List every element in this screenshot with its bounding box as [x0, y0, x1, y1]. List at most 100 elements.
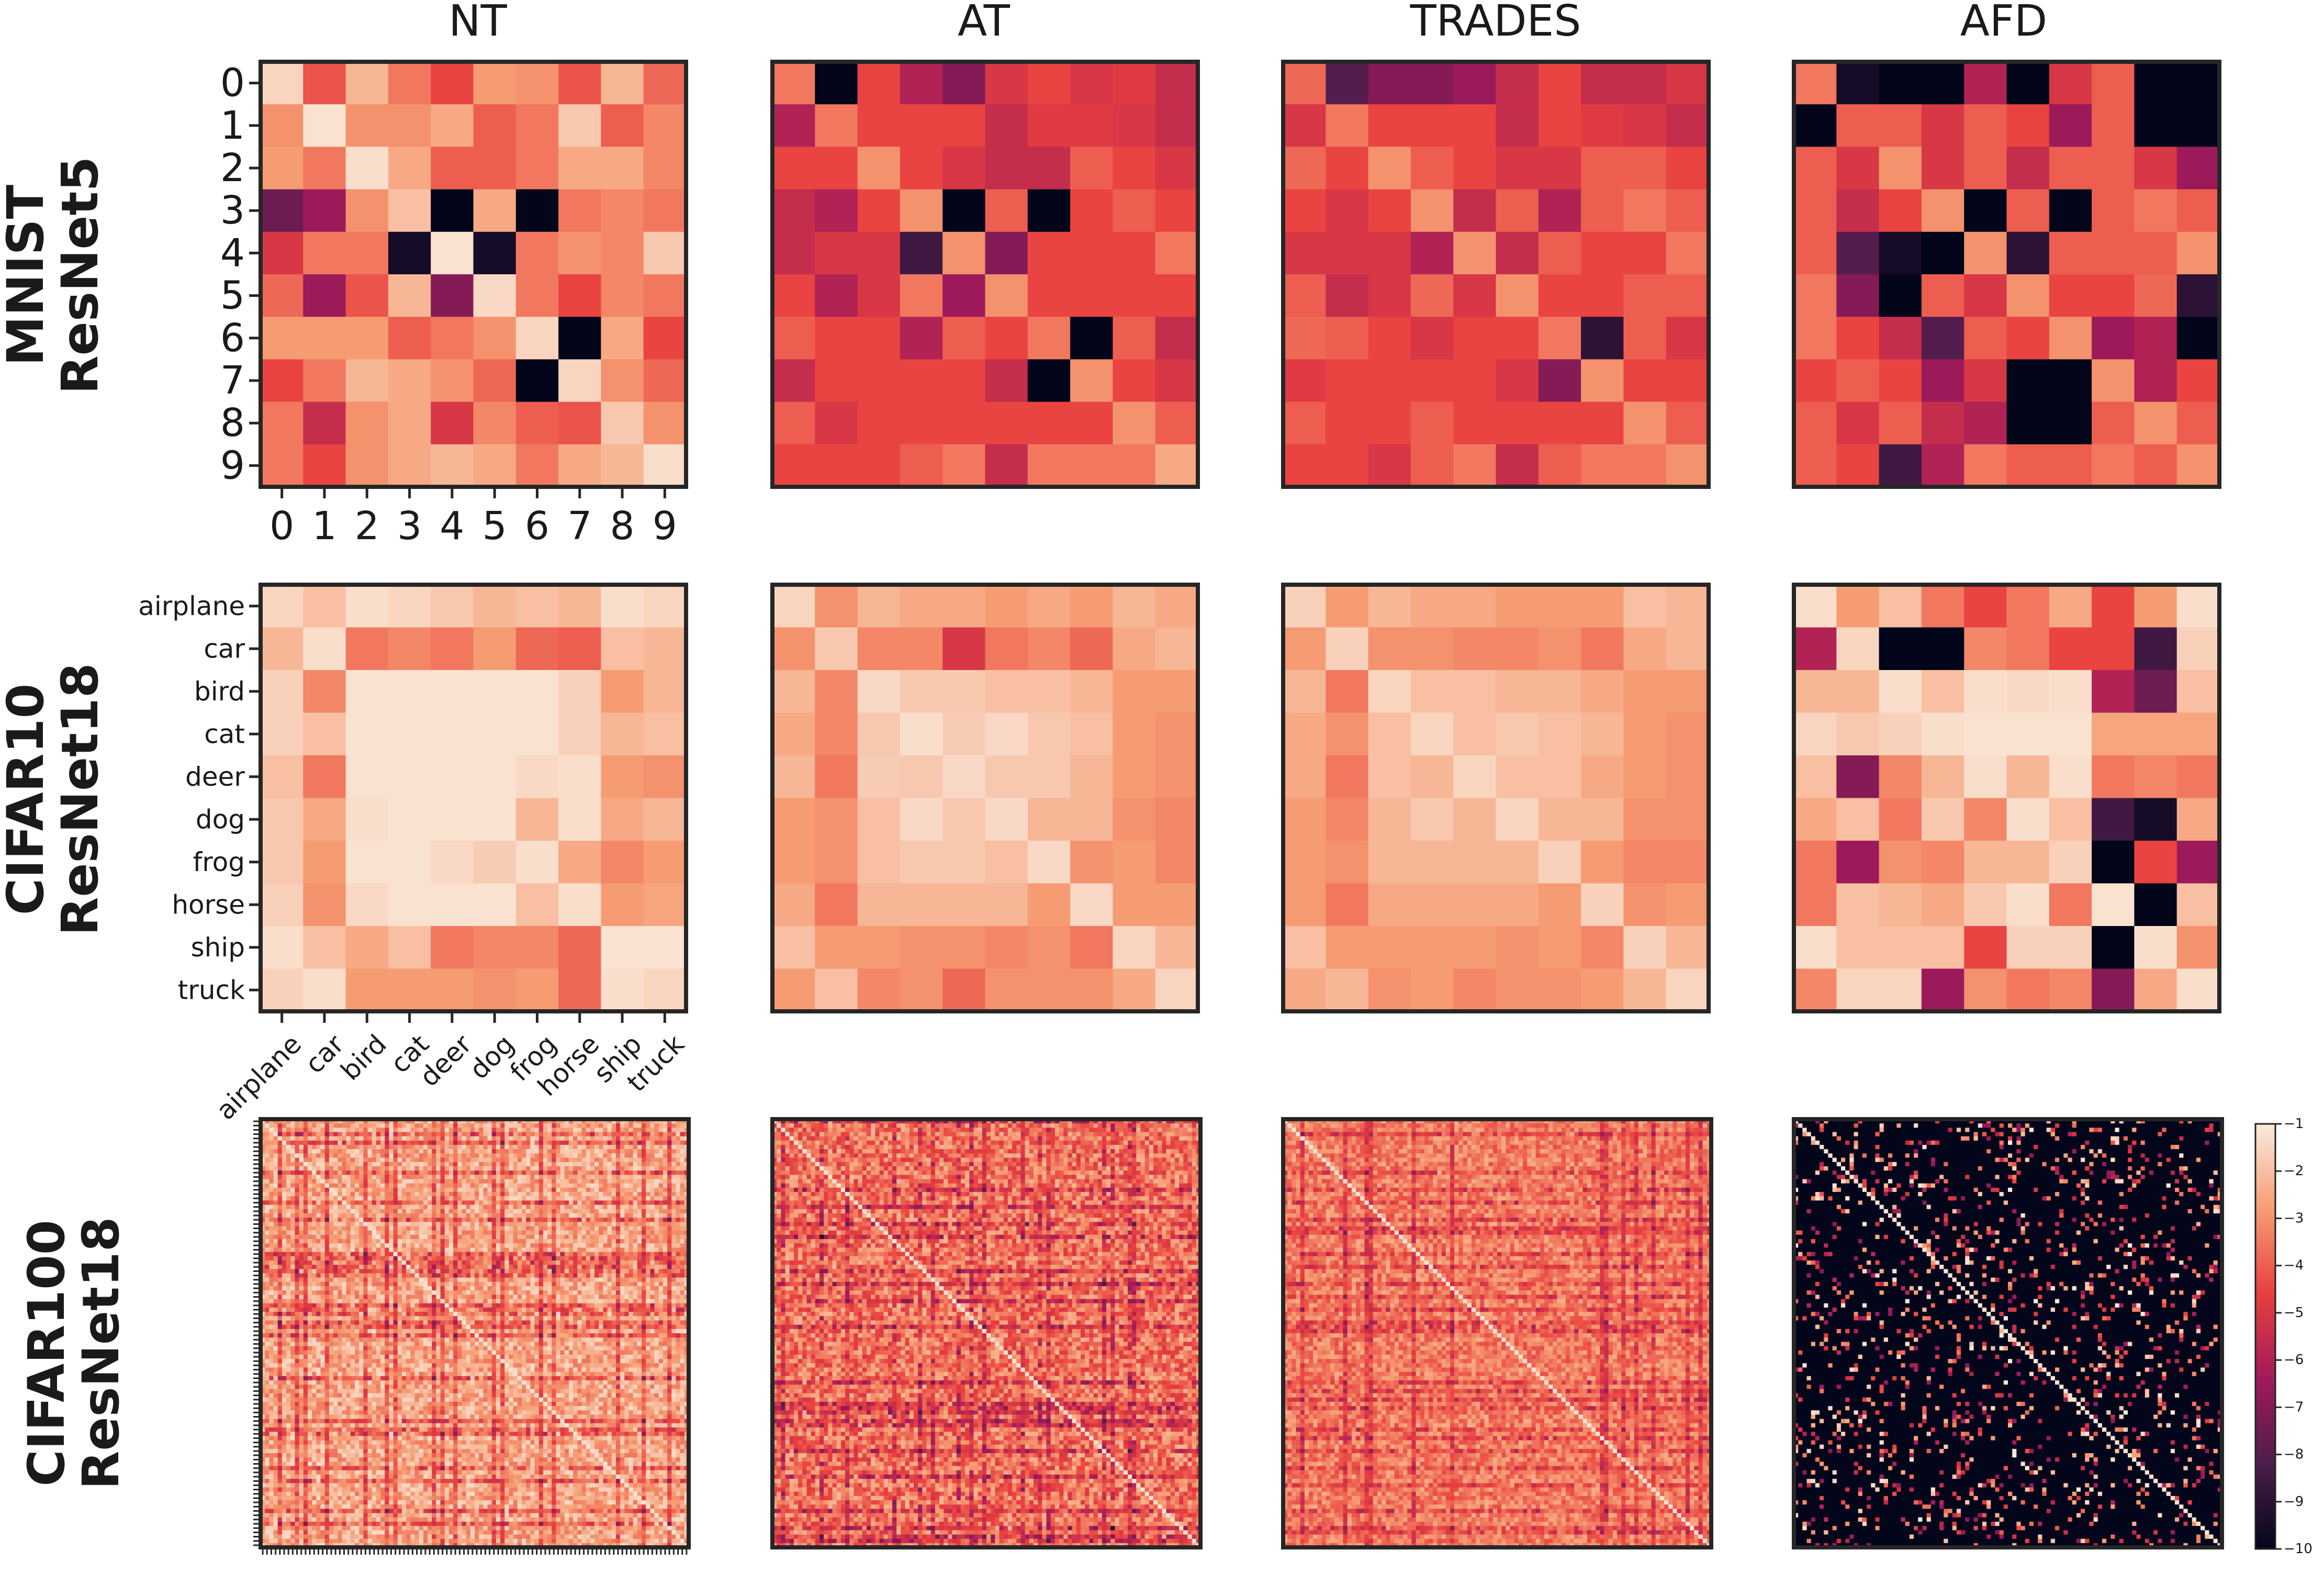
heatmap-cell	[423, 1222, 428, 1226]
heatmap-cell	[316, 1162, 321, 1167]
heatmap-cell	[650, 1141, 655, 1145]
heatmap-cell	[1922, 104, 1964, 147]
heatmap-cell	[282, 1222, 287, 1226]
heatmap-cell	[569, 1141, 574, 1145]
heatmap-cell	[389, 1179, 394, 1184]
heatmap-cell	[608, 1145, 612, 1150]
heatmap-cell	[359, 1188, 364, 1192]
heatmap-cell	[942, 969, 985, 1012]
heatmap-cell	[620, 1200, 625, 1205]
heatmap-cell	[535, 1136, 540, 1141]
heatmap-cell	[1794, 713, 1837, 756]
heatmap-cell	[655, 1158, 659, 1163]
heatmap-cell	[346, 147, 389, 189]
heatmap-cell	[900, 670, 943, 713]
heatmap-cell	[372, 1179, 377, 1184]
heatmap-cell	[594, 1175, 599, 1179]
heatmap-cell	[556, 1145, 560, 1150]
heatmap-cell	[286, 1231, 291, 1235]
col-title-at: AT	[958, 0, 1011, 46]
heatmap-cell	[601, 670, 644, 713]
heatmap-cell	[492, 1200, 497, 1205]
heatmap-cell	[346, 670, 389, 713]
heatmap-cell	[278, 1196, 283, 1201]
heatmap-cell	[406, 1145, 411, 1150]
heatmap-cell	[372, 1213, 377, 1218]
heatmap-cell	[453, 1209, 458, 1214]
heatmap-cell	[620, 1149, 625, 1154]
heatmap-cell	[261, 670, 304, 713]
heatmap-cell	[346, 1184, 351, 1188]
heatmap-cell	[265, 1136, 270, 1141]
heatmap-cell	[2049, 841, 2092, 884]
heatmap-cell	[577, 1200, 582, 1205]
heatmap-cell	[2177, 585, 2220, 628]
heatmap-cell	[616, 1188, 621, 1192]
heatmap-cell	[466, 1200, 471, 1205]
heatmap-cell	[470, 1192, 475, 1197]
heatmap-cell	[522, 1196, 526, 1201]
heatmap-cell	[628, 1231, 633, 1235]
heatmap-cell	[496, 1132, 501, 1137]
heatmap-cell	[380, 1226, 385, 1231]
heatmap-cell	[676, 1209, 680, 1214]
heatmap-cell	[428, 1123, 432, 1128]
heatmap-cell	[522, 1162, 526, 1167]
heatmap-cell	[303, 104, 346, 147]
heatmap-cell	[1070, 755, 1113, 798]
heatmap-cell	[2134, 402, 2177, 445]
heatmap-cell	[295, 1235, 299, 1240]
heatmap-cell	[474, 104, 517, 147]
heatmap-cell	[586, 1162, 591, 1167]
heatmap-cell	[1326, 585, 1368, 628]
heatmap-cell	[380, 1170, 385, 1175]
heatmap-cell	[1326, 713, 1368, 756]
heatmap-cell	[419, 1128, 424, 1132]
heatmap-cell	[633, 1145, 638, 1150]
heatmap-cell	[368, 1179, 373, 1184]
heatmap-cell	[431, 884, 474, 927]
heatmap-cell	[599, 1196, 603, 1201]
heatmap-cell	[565, 1196, 569, 1201]
heatmap-cell	[642, 1200, 646, 1205]
heatmap-cell	[513, 1166, 518, 1171]
heatmap-cell	[637, 1149, 642, 1154]
heatmap-cell	[504, 1141, 509, 1145]
heatmap-cell	[942, 841, 985, 884]
heatmap-cell	[290, 1226, 295, 1231]
heatmap-cell	[624, 1175, 629, 1179]
heatmap-cell	[1836, 713, 1879, 756]
heatmap-cell	[1666, 232, 1709, 275]
heatmap-cell	[282, 1153, 287, 1158]
heatmap-cell	[577, 1149, 582, 1154]
heatmap-cell	[518, 1145, 522, 1150]
heatmap-cell	[333, 1158, 338, 1163]
heatmap-cell	[2007, 444, 2050, 487]
heatmap-cell	[513, 1205, 518, 1210]
heatmap-cell	[351, 1231, 355, 1235]
heatmap-cell	[1368, 359, 1411, 402]
heatmap-cell	[1283, 444, 1326, 487]
heatmap-cell	[312, 1128, 317, 1132]
heatmap-cell	[406, 1149, 411, 1154]
heatmap-cell	[355, 1200, 360, 1205]
heatmap-cell	[642, 1188, 646, 1192]
heatmap-cell	[1155, 147, 1198, 189]
heatmap-cell	[304, 1158, 308, 1163]
heatmap-cell	[2134, 628, 2177, 671]
heatmap-cell	[601, 585, 644, 628]
heatmap-cell	[286, 1213, 291, 1218]
heatmap-cell	[441, 1141, 445, 1145]
heatmap-cell	[650, 1153, 655, 1158]
heatmap-cell	[547, 1162, 552, 1167]
heatmap-cell	[1623, 104, 1666, 147]
heatmap-cell	[680, 1231, 685, 1235]
heatmap-cell	[1666, 926, 1709, 969]
heatmap-cell	[462, 1153, 466, 1158]
heatmap-cell	[457, 1123, 462, 1128]
heatmap-cell	[436, 1218, 441, 1222]
heatmap-cell	[573, 1213, 578, 1218]
heatmap-cell	[509, 1145, 513, 1150]
heatmap-cell	[376, 1192, 381, 1197]
heatmap-cell	[985, 232, 1028, 275]
